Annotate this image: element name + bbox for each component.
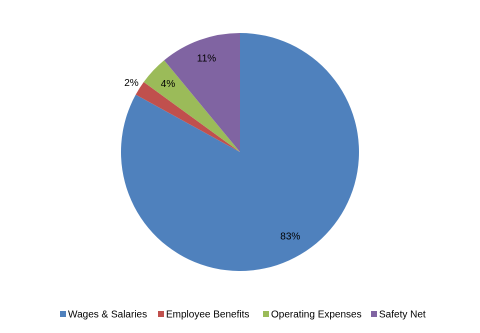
legend-label: Safety Net bbox=[379, 310, 426, 321]
pie-slice bbox=[164, 33, 240, 152]
legend-swatch bbox=[371, 311, 377, 317]
data-label: 4% bbox=[161, 79, 176, 90]
data-label: 2% bbox=[124, 78, 139, 89]
pie-slice bbox=[120, 33, 360, 272]
legend-swatch bbox=[60, 311, 66, 317]
legend-label: Wages & Salaries bbox=[68, 310, 147, 321]
legend-label: Operating Expenses bbox=[271, 310, 362, 321]
legend-swatch bbox=[158, 311, 164, 317]
data-label: 83% bbox=[280, 232, 300, 243]
pie-slice bbox=[143, 60, 240, 152]
pie-slice bbox=[135, 82, 240, 152]
legend-swatch bbox=[263, 311, 269, 317]
data-label: 11% bbox=[197, 54, 216, 65]
legend-label: Employee Benefits bbox=[166, 310, 249, 321]
